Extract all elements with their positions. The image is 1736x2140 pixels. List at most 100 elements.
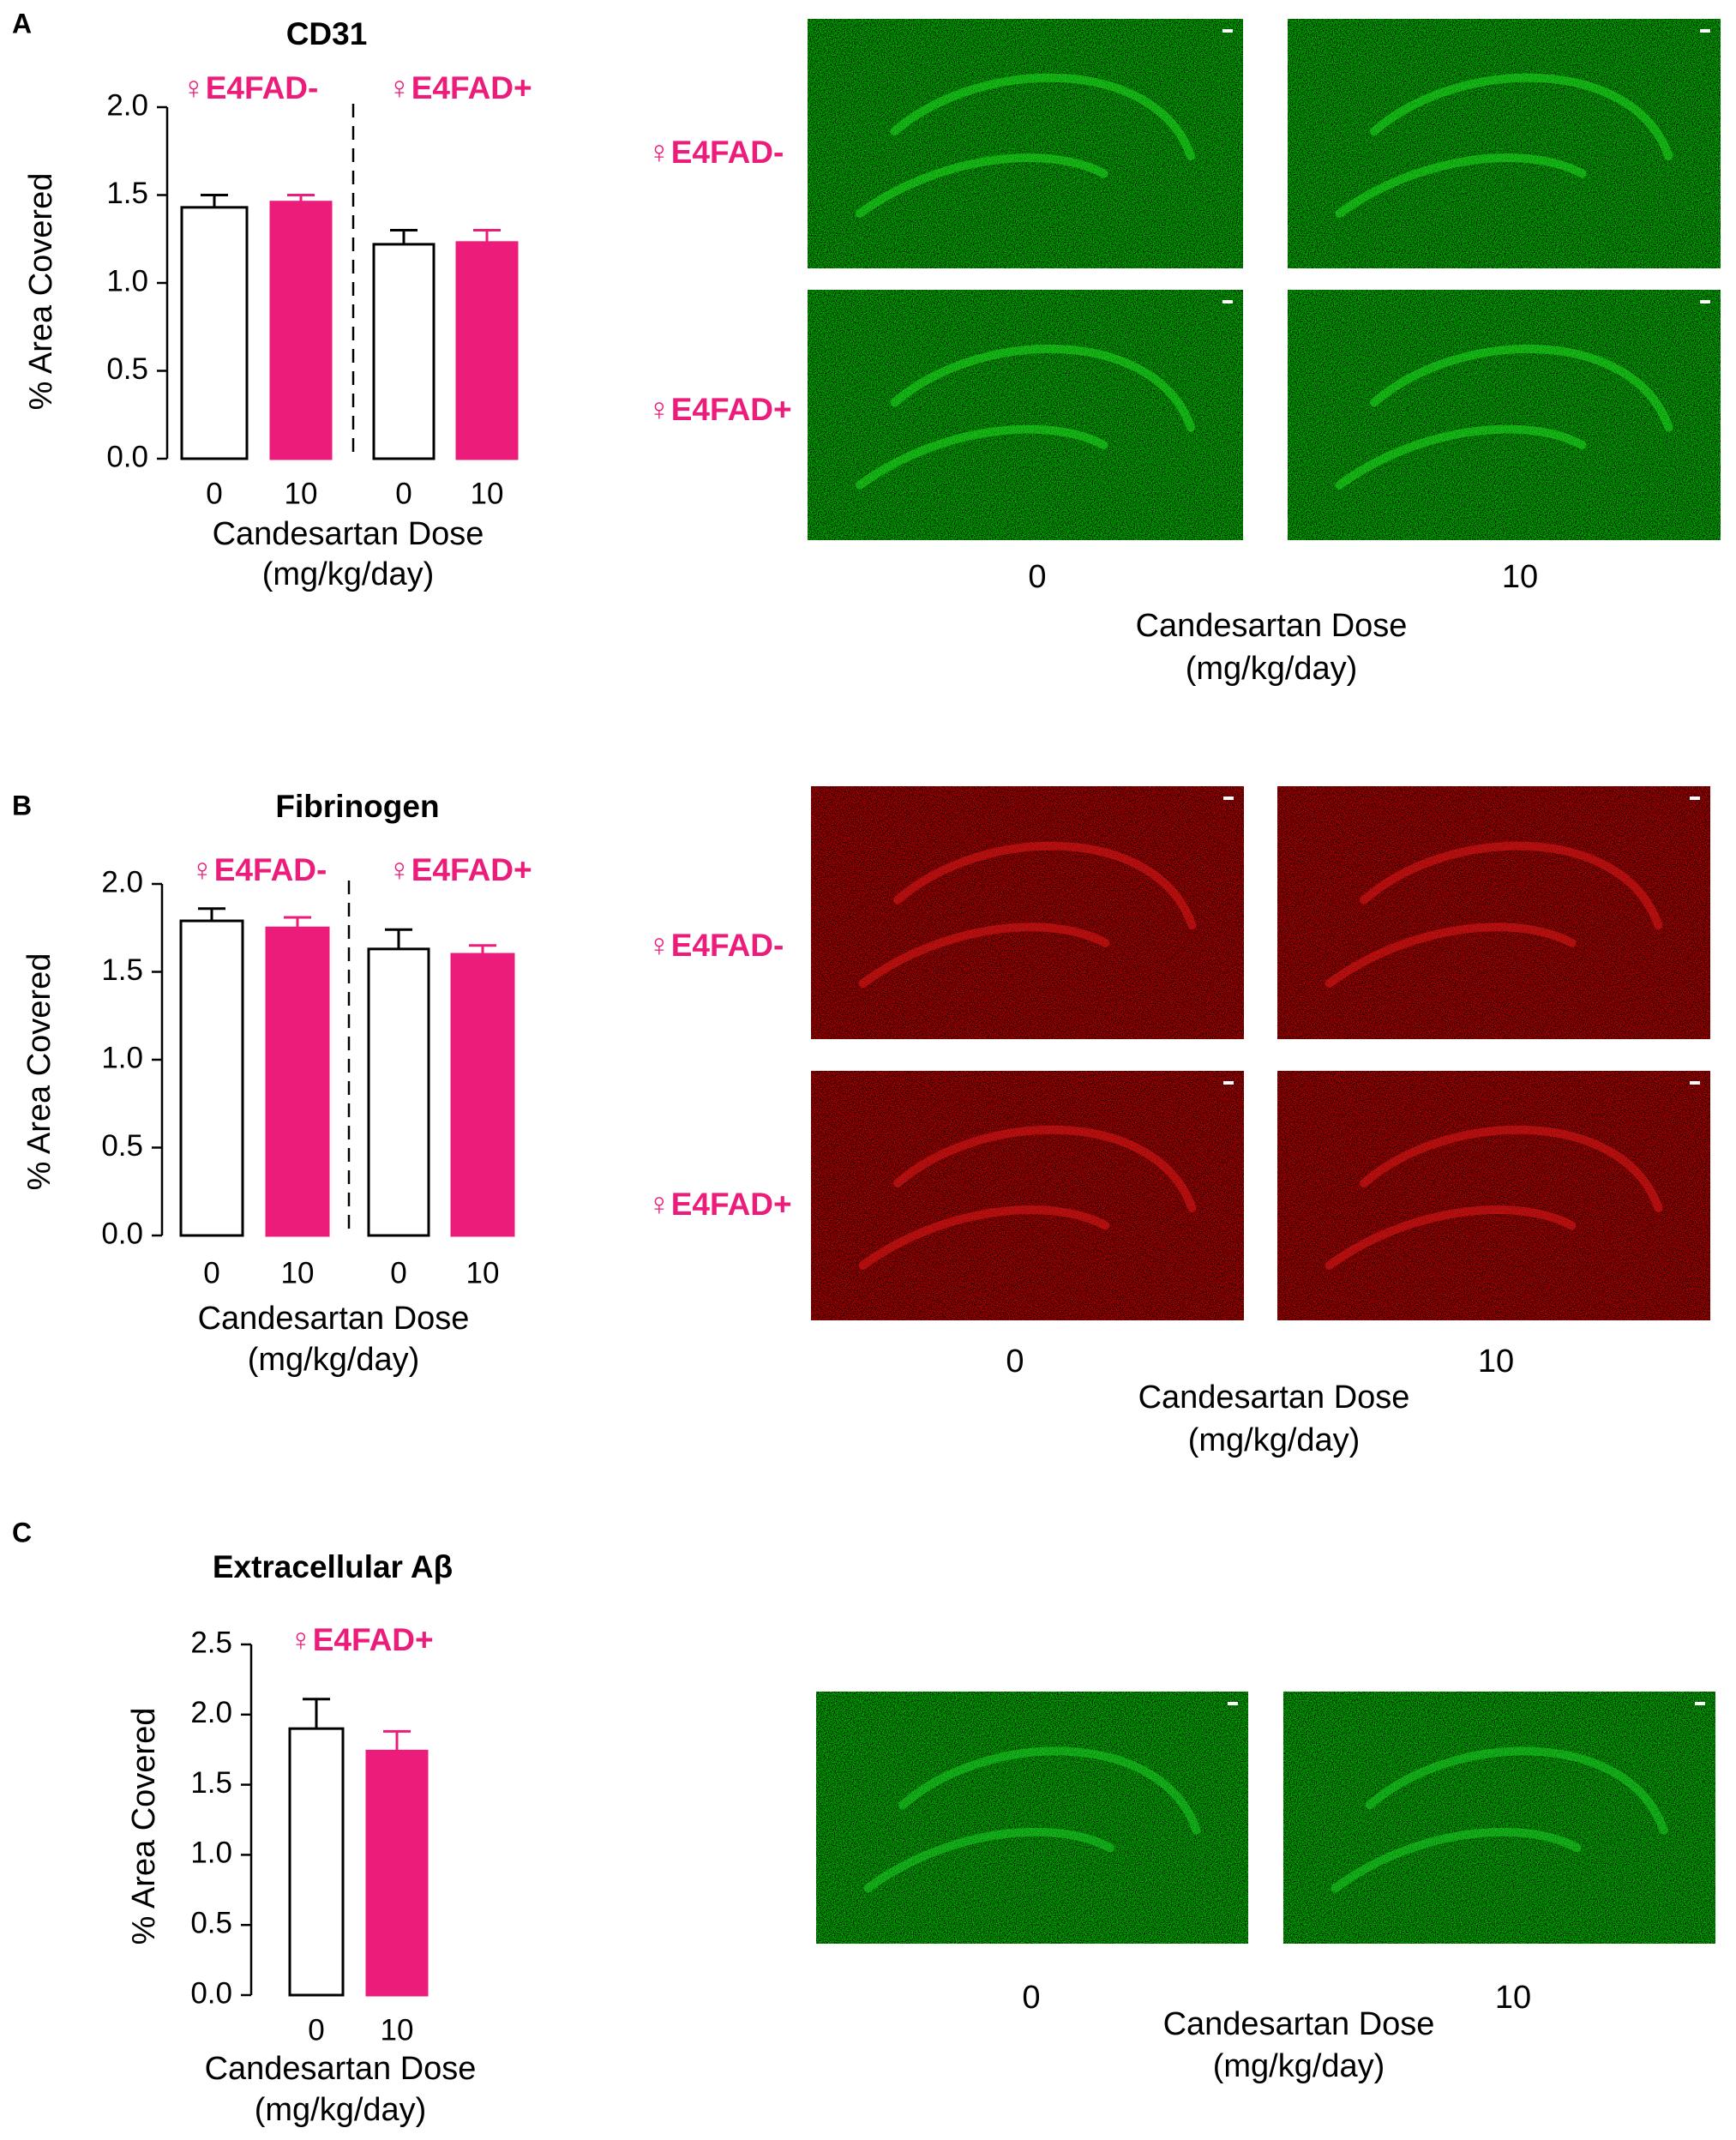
y-tick-label: 0.0 xyxy=(106,440,148,473)
scale-bar xyxy=(1223,1081,1234,1085)
x-tick-label: 0 xyxy=(203,1256,219,1289)
group-label: ♀E4FAD- xyxy=(190,852,327,887)
bar xyxy=(450,953,515,1237)
x-axis-title: Candesartan Dose xyxy=(205,2051,477,2087)
y-tick-label: 2.0 xyxy=(101,865,143,899)
image-axis-title: Candesartan Dose xyxy=(1163,2006,1435,2042)
panel-c: C Extracellular Aβ 0.0 0.5 1.0 1.5 2.0 2.5 % Are… xyxy=(12,1517,1715,2128)
x-axis-title: Candesartan Dose xyxy=(198,1301,470,1337)
x-axis-title: Candesartan Dose xyxy=(213,516,484,552)
column-dose-label: 10 xyxy=(1495,1980,1531,2016)
x-axis-unit: (mg/kg/day) xyxy=(248,1342,420,1378)
micrograph-texture xyxy=(811,1071,1244,1320)
y-axis-label: % Area Covered xyxy=(21,953,57,1191)
x-tick-label: 10 xyxy=(281,1256,315,1289)
y-tick-label: 0.5 xyxy=(190,1906,232,1939)
x-axis-unit: (mg/kg/day) xyxy=(262,556,435,592)
chart-title: Extracellular Aβ xyxy=(213,1549,453,1584)
micrograph xyxy=(808,290,1243,540)
micrograph-texture xyxy=(1288,19,1721,268)
y-tick-label: 1.5 xyxy=(106,177,148,210)
y-tick-label: 2.0 xyxy=(106,88,148,122)
x-tick-label: 10 xyxy=(471,477,504,510)
micrograph xyxy=(811,786,1244,1039)
row-label: ♀E4FAD+ xyxy=(647,392,792,427)
bar xyxy=(265,926,330,1237)
chart-title: Fibrinogen xyxy=(275,789,439,824)
y-tick-label: 0.5 xyxy=(106,352,148,386)
x-tick-label: 10 xyxy=(285,477,318,510)
image-axis-unit: (mg/kg/day) xyxy=(1186,651,1358,687)
bar xyxy=(179,919,244,1237)
hippocampus-layer xyxy=(1325,1125,1663,1270)
image-axis-unit: (mg/kg/day) xyxy=(1188,1422,1361,1458)
x-tick-label: 0 xyxy=(395,477,411,510)
panel-letter: A xyxy=(12,8,32,39)
panel-b: B Fibrinogen 0.0 0.5 1.0 1.5 2.0 % Area Covered… xyxy=(12,786,1710,1458)
micrograph-texture xyxy=(816,1692,1248,1944)
row-label: ♀E4FAD- xyxy=(647,135,784,170)
group-label: ♀E4FAD+ xyxy=(387,70,532,105)
micrograph-texture xyxy=(811,786,1244,1039)
y-tick-label: 1.0 xyxy=(101,1041,143,1074)
row-label: ♀E4FAD+ xyxy=(647,1187,792,1222)
micrograph xyxy=(1288,290,1721,540)
group-label: ♀E4FAD- xyxy=(182,70,318,105)
micrograph-texture xyxy=(808,290,1243,540)
micrograph xyxy=(816,1692,1248,1944)
y-tick-label: 1.0 xyxy=(190,1836,232,1870)
chart-title: CD31 xyxy=(286,16,368,51)
scale-bar xyxy=(1690,796,1700,800)
micrograph-texture xyxy=(1288,290,1721,540)
scale-bar xyxy=(1690,1081,1700,1085)
bar-chart: 0.0 0.5 1.0 1.5 2.0 2.5 % Area Covered 0 10 ♀E4FA… xyxy=(126,1622,476,2128)
micrograph-grid: 0 10 Candesartan Dose (mg/kg/day) xyxy=(816,1692,1715,2084)
column-dose-label: 0 xyxy=(1006,1344,1024,1380)
y-tick-label: 1.5 xyxy=(190,1766,232,1800)
micrograph xyxy=(811,1071,1244,1320)
bar xyxy=(365,1749,429,1997)
hippocampus-layer xyxy=(863,1746,1201,1893)
group-label: ♀E4FAD+ xyxy=(289,1622,434,1657)
y-tick-label: 1.5 xyxy=(101,953,143,987)
image-axis-title: Candesartan Dose xyxy=(1136,608,1408,644)
scale-bar xyxy=(1700,300,1710,304)
micrograph-grid: ♀E4FAD- ♀E4FAD+ 0 10 Candesartan Dose (mg/kg/… xyxy=(647,786,1710,1458)
micrograph-texture xyxy=(1277,1071,1710,1320)
micrograph-texture xyxy=(1283,1692,1715,1944)
panel-letter: B xyxy=(12,790,32,821)
scale-bar xyxy=(1222,300,1233,304)
column-dose-label: 0 xyxy=(1022,1980,1040,2016)
micrograph xyxy=(1277,1071,1710,1320)
y-tick-label: 0.5 xyxy=(101,1129,143,1163)
y-tick-label: 2.5 xyxy=(190,1626,232,1659)
bar-chart: 0.0 0.5 1.0 1.5 2.0 % Area Covered 0 10 0 10 ♀E4FA… xyxy=(23,70,532,592)
hippocampus-layer xyxy=(855,73,1196,218)
group-label: ♀E4FAD+ xyxy=(387,852,532,887)
x-tick-label: 10 xyxy=(466,1256,500,1289)
bar-chart: 0.0 0.5 1.0 1.5 2.0 % Area Covered 0 10 0 10 ♀E4FA… xyxy=(21,852,532,1378)
bar xyxy=(367,947,430,1237)
x-tick-label: 0 xyxy=(206,477,222,510)
micrograph xyxy=(1283,1692,1715,1944)
scale-bar xyxy=(1223,796,1234,800)
y-tick-label: 0.0 xyxy=(101,1217,143,1250)
panel-letter: C xyxy=(12,1517,32,1548)
x-axis-unit: (mg/kg/day) xyxy=(255,2092,427,2128)
micrograph xyxy=(808,19,1243,268)
scale-bar xyxy=(1222,29,1233,33)
y-tick-label: 0.0 xyxy=(190,1976,232,2010)
y-tick-label: 1.0 xyxy=(106,264,148,298)
y-axis-label: % Area Covered xyxy=(23,173,59,411)
bar xyxy=(455,241,519,460)
hippocampus-layer xyxy=(858,1125,1197,1270)
hippocampus-layer xyxy=(1331,1746,1668,1893)
image-axis-title: Candesartan Dose xyxy=(1138,1380,1410,1416)
hippocampus-layer xyxy=(1325,841,1663,989)
y-tick-label: 2.0 xyxy=(190,1696,232,1729)
bar xyxy=(269,201,333,460)
scale-bar xyxy=(1695,1702,1705,1705)
column-dose-label: 0 xyxy=(1028,559,1046,595)
bar xyxy=(288,1727,345,1997)
